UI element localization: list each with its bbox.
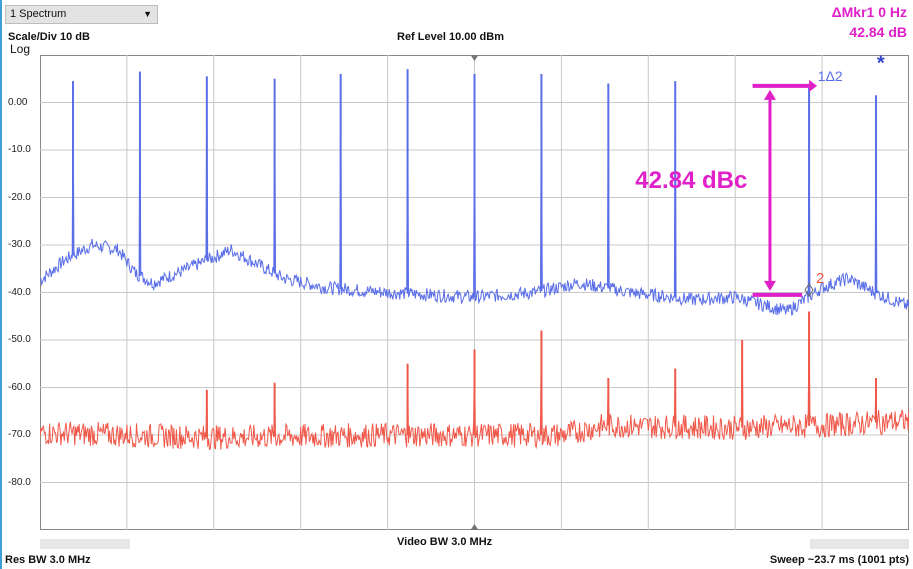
y-tick-label: -50.0 [8, 334, 31, 345]
window-edge-accent [0, 0, 2, 569]
y-tick-label: -60.0 [8, 381, 31, 393]
y-tick-label: -10.0 [8, 144, 31, 155]
spectrum-chart: 42.84 dBc 1Δ2 2 * [40, 55, 909, 530]
trace-flag-asterisk: * [877, 55, 885, 74]
window-selector[interactable]: 1 Spectrum ▼ [5, 5, 158, 24]
dbc-annotation: 42.84 dBc [635, 167, 747, 194]
ref-level-label: Ref Level 10.00 dBm [397, 31, 504, 43]
y-tick-label: 0.00 [8, 96, 28, 108]
center-frequency-marker-bottom [470, 524, 479, 530]
scale-type-label: Log [10, 42, 31, 56]
video-bw-label: Video BW 3.0 MHz [397, 536, 493, 548]
arrow-right-icon [809, 79, 818, 92]
marker-2-diamond-icon [804, 282, 814, 297]
delta-marker-readout: ΔMkr1 0 Hz [831, 4, 907, 20]
footer-bar-right [810, 539, 909, 549]
arrow-down-icon [763, 280, 776, 291]
y-tick-label: -20.0 [8, 191, 31, 203]
y-tick-label: -30.0 [8, 239, 31, 250]
window-title: 1 Spectrum [10, 8, 67, 20]
spectrum-plot[interactable]: 42.84 dBc 1Δ2 2 * [40, 55, 909, 530]
y-tick-label: -80.0 [8, 476, 31, 488]
footer-bar-left [40, 539, 130, 549]
marker-1-label: 1Δ2 [818, 68, 843, 84]
sweep-label: Sweep ~23.7 ms (1001 pts) [769, 554, 909, 566]
marker-2-label: 2 [816, 270, 824, 287]
delta-marker-value: 42.84 dB [849, 24, 907, 40]
y-tick-label: -40.0 [8, 286, 31, 298]
y-tick-label: -70.0 [8, 429, 31, 440]
res-bw-label: Res BW 3.0 MHz [5, 554, 91, 566]
center-frequency-marker-top [470, 55, 479, 61]
chevron-down-icon[interactable]: ▼ [143, 9, 152, 19]
scale-div-label: Scale/Div 10 dB [8, 31, 90, 43]
arrow-up-icon [763, 89, 776, 100]
